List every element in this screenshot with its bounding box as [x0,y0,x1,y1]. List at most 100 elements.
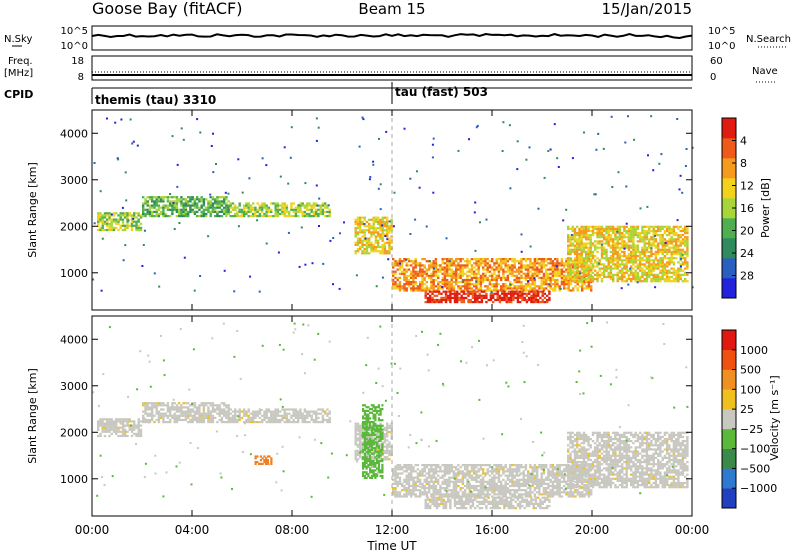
power-cell [370,235,373,238]
power-cell [416,264,420,267]
power-cell [447,294,450,297]
power-cell [576,280,579,283]
power-cell [621,261,624,264]
power-cell [679,278,682,281]
colorbar-tick-label: 24 [740,247,754,260]
power-cell [139,228,143,232]
power-cell [479,274,483,277]
power-cell [117,222,120,225]
power-cell [625,267,628,270]
power-cell [652,278,655,281]
power-cell [483,296,486,299]
power-cell [534,301,538,304]
velocity-cell [292,410,295,413]
power-cell [645,225,649,228]
power-cell [616,225,619,228]
power-cell [672,252,676,256]
velocity-cell [448,472,451,475]
power-cell [530,298,533,302]
power-cell [383,225,387,228]
power-cell [531,289,534,292]
power-cell [304,182,307,185]
velocity-cell [457,491,460,494]
power-cell [405,281,408,284]
velocity-cell [407,480,411,483]
velocity-cell [509,468,512,471]
power-cell [549,262,552,265]
velocity-cell [486,468,489,471]
power-cell [478,294,481,297]
velocity-cell [274,418,277,422]
power-cell [461,285,465,288]
power-cell [106,117,108,120]
power-cell [117,220,120,223]
power-cell [97,212,100,215]
power-cell [605,232,608,235]
power-cell [339,232,341,235]
power-cell [661,252,664,256]
velocity-cell [359,426,362,429]
velocity-cell [443,493,447,496]
power-cell [121,214,125,217]
velocity-cell [500,484,503,488]
power-cell [237,158,240,161]
velocity-cell [160,412,163,415]
velocity-cell [97,424,100,427]
velocity-cell [419,478,422,481]
power-cell [625,265,628,268]
power-cell [679,269,682,272]
power-cell [379,237,382,240]
power-cell [509,264,512,267]
velocity-cell [405,491,408,494]
velocity-cell [252,412,255,415]
power-cell [614,250,617,253]
velocity-cell [394,482,397,485]
power-cell [434,262,438,265]
power-cell [483,290,486,293]
power-cell [474,249,477,252]
nsky-left-tick-bottom: 10^0 [61,41,88,52]
power-cell [473,272,476,275]
power-cell [636,240,640,243]
velocity-cell [414,476,417,479]
power-cell [627,269,631,272]
power-cell [493,278,496,282]
power-cell [223,206,226,209]
power-cell [476,294,479,297]
velocity-cell [258,416,262,419]
power-cell [520,268,523,271]
power-cell [521,290,524,293]
power-cell [659,271,662,274]
power-cell [142,206,145,209]
velocity-cell [209,414,212,417]
power-cell [582,225,586,228]
power-cell [621,263,624,266]
power-cell [549,268,552,271]
power-cell [650,265,653,268]
power-cell [675,252,678,256]
velocity-cell [356,439,360,442]
power-cell [458,296,461,299]
power-cell [541,290,544,293]
velocity-cell [432,493,435,496]
power-cell [502,270,505,273]
velocity-cell [372,454,375,457]
power-cell [645,259,649,262]
power-cell [587,242,590,245]
power-cell [636,267,640,270]
power-cell [281,208,284,211]
power-cell [290,215,293,218]
power-cell [212,132,214,135]
velocity-cell [184,412,188,415]
power-cell [670,275,673,279]
power-cell [386,252,389,255]
power-cell [616,240,619,243]
power-cell [160,200,163,203]
velocity-cell [392,482,395,485]
power-cell [652,242,655,245]
power-cell [482,278,485,282]
power-cell [522,258,525,261]
power-cell [135,226,138,229]
power-cell [164,206,167,209]
